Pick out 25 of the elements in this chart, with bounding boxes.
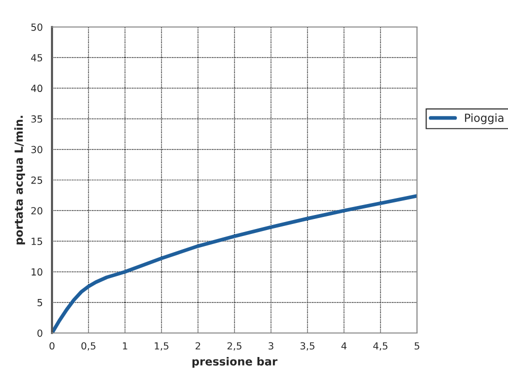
x-tick-label: 4,5	[373, 342, 388, 351]
legend-label: Pioggia	[465, 113, 504, 124]
x-tick-label: 3	[268, 342, 274, 350]
y-tick-label: 5	[38, 299, 42, 306]
y-tick-label: 10	[32, 268, 42, 276]
y-tick-label: 45	[31, 54, 42, 62]
x-tick-label: 1,5	[154, 342, 168, 351]
y-tick-label: 20	[31, 207, 42, 214]
y-axis-title: portata acqua L/min.	[14, 116, 26, 244]
x-tick-label: 5	[414, 342, 420, 350]
x-tick-label: 0,5	[81, 342, 96, 351]
x-tick-label: 2	[196, 342, 200, 350]
y-tick-label: 15	[32, 238, 42, 246]
y-tick-label: 35	[31, 115, 42, 123]
y-tick-label: 30	[31, 146, 42, 154]
y-tick-label: 25	[31, 176, 42, 184]
x-tick-label: 2,5	[227, 342, 242, 351]
x-axis-title: pressione bar	[192, 356, 278, 368]
x-tick-label: 4	[341, 342, 347, 350]
y-tick-label: 40	[31, 84, 42, 92]
y-tick-label: 0	[37, 329, 42, 337]
y-tick-label: 50	[31, 23, 42, 31]
x-tick-label: 0	[50, 342, 54, 350]
x-tick-label: 1	[122, 342, 128, 350]
x-tick-label: 3,5	[300, 342, 314, 351]
